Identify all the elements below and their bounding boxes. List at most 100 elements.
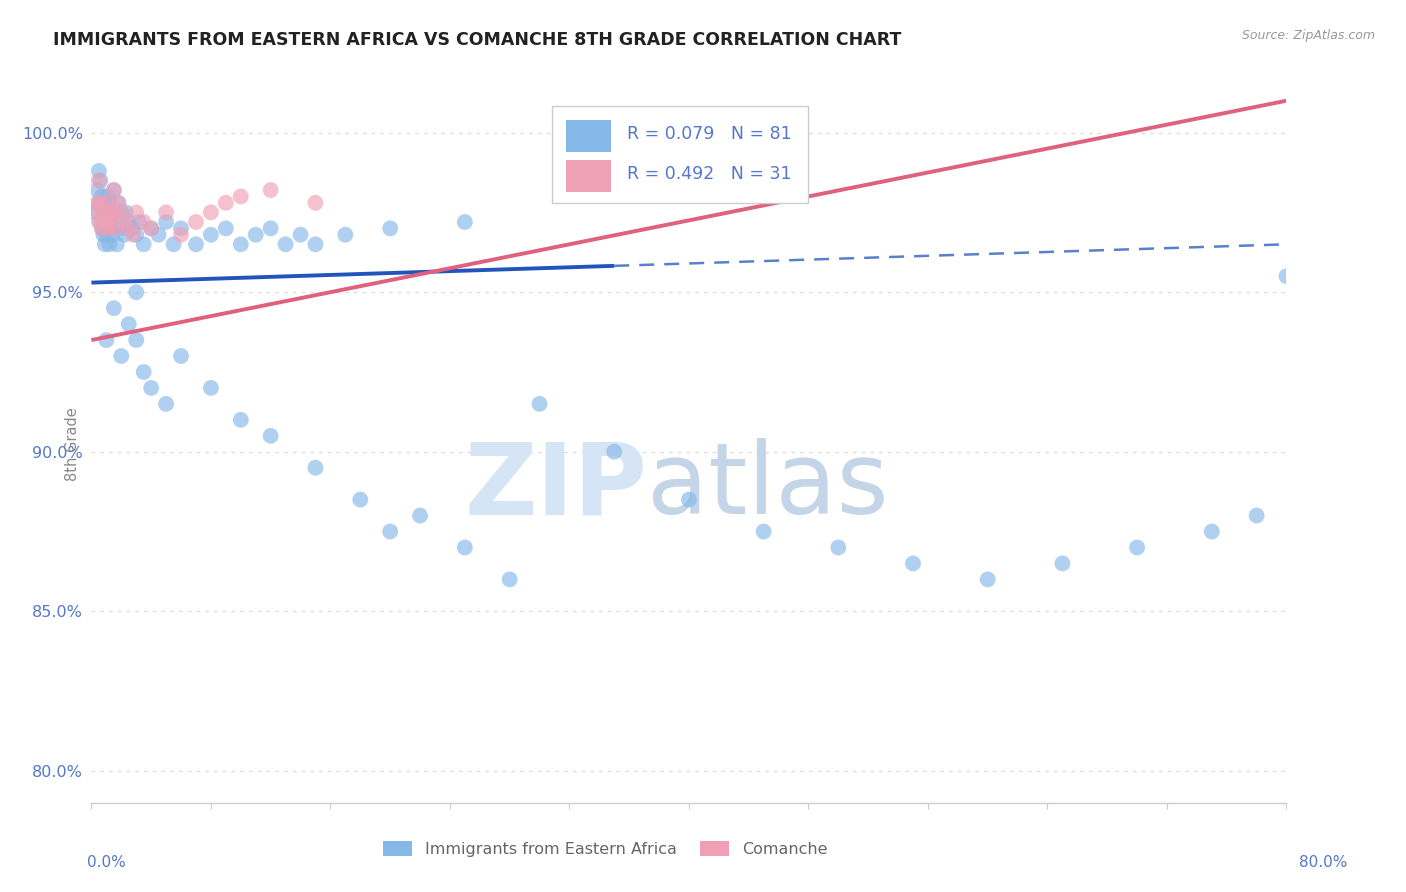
Immigrants from Eastern Africa — [229, 237, 252, 252]
Immigrants from Eastern Africa — [125, 333, 148, 347]
Y-axis label: 8th Grade: 8th Grade — [65, 407, 80, 481]
Text: IMMIGRANTS FROM EASTERN AFRICA VS COMANCHE 8TH GRADE CORRELATION CHART: IMMIGRANTS FROM EASTERN AFRICA VS COMANC… — [53, 31, 901, 49]
Immigrants from Eastern Africa — [378, 524, 402, 539]
Immigrants from Eastern Africa — [105, 237, 128, 252]
Immigrants from Eastern Africa — [125, 227, 148, 242]
Immigrants from Eastern Africa — [96, 215, 118, 229]
Comanche — [107, 195, 129, 210]
Comanche — [93, 205, 115, 219]
Immigrants from Eastern Africa — [90, 189, 112, 203]
Immigrants from Eastern Africa — [1275, 269, 1298, 284]
Comanche — [94, 215, 117, 229]
Immigrants from Eastern Africa — [108, 215, 131, 229]
Comanche — [90, 221, 112, 235]
FancyBboxPatch shape — [551, 106, 808, 203]
Immigrants from Eastern Africa — [114, 205, 136, 219]
Immigrants from Eastern Africa — [111, 221, 134, 235]
Immigrants from Eastern Africa — [90, 221, 112, 235]
Comanche — [103, 183, 125, 197]
Immigrants from Eastern Africa — [87, 164, 110, 178]
Legend: Immigrants from Eastern Africa, Comanche: Immigrants from Eastern Africa, Comanche — [377, 834, 834, 863]
Immigrants from Eastern Africa — [245, 227, 267, 242]
Comanche — [100, 215, 122, 229]
Immigrants from Eastern Africa — [827, 541, 849, 555]
Immigrants from Eastern Africa — [121, 221, 143, 235]
Comanche — [104, 221, 127, 235]
Immigrants from Eastern Africa — [155, 215, 177, 229]
Immigrants from Eastern Africa — [1126, 541, 1149, 555]
FancyBboxPatch shape — [565, 161, 612, 192]
Comanche — [215, 195, 238, 210]
Immigrants from Eastern Africa — [162, 237, 184, 252]
Immigrants from Eastern Africa — [259, 221, 281, 235]
Immigrants from Eastern Africa — [93, 195, 115, 210]
Immigrants from Eastern Africa — [1246, 508, 1268, 523]
Immigrants from Eastern Africa — [454, 215, 477, 229]
Comanche — [97, 221, 120, 235]
Immigrants from Eastern Africa — [103, 205, 125, 219]
Comanche — [170, 227, 193, 242]
Comanche — [110, 205, 132, 219]
Comanche — [200, 205, 222, 219]
Text: atlas: atlas — [647, 438, 889, 535]
Immigrants from Eastern Africa — [274, 237, 297, 252]
Immigrants from Eastern Africa — [100, 215, 122, 229]
Immigrants from Eastern Africa — [409, 508, 432, 523]
Immigrants from Eastern Africa — [1052, 557, 1074, 571]
Comanche — [98, 205, 121, 219]
Comanche — [184, 215, 207, 229]
Comanche — [87, 173, 110, 187]
Text: R = 0.079   N = 81: R = 0.079 N = 81 — [627, 125, 792, 143]
Immigrants from Eastern Africa — [678, 492, 700, 507]
Text: 80.0%: 80.0% — [1299, 855, 1347, 870]
Immigrants from Eastern Africa — [89, 173, 111, 187]
Immigrants from Eastern Africa — [378, 221, 402, 235]
Text: 0.0%: 0.0% — [87, 855, 127, 870]
Immigrants from Eastern Africa — [93, 227, 115, 242]
Immigrants from Eastern Africa — [498, 573, 520, 587]
Comanche — [259, 183, 281, 197]
Immigrants from Eastern Africa — [132, 365, 155, 379]
Immigrants from Eastern Africa — [290, 227, 312, 242]
Immigrants from Eastern Africa — [304, 237, 326, 252]
Immigrants from Eastern Africa — [454, 541, 477, 555]
Immigrants from Eastern Africa — [200, 381, 222, 395]
Comanche — [112, 215, 135, 229]
Immigrants from Eastern Africa — [128, 215, 150, 229]
Immigrants from Eastern Africa — [976, 573, 998, 587]
Immigrants from Eastern Africa — [200, 227, 222, 242]
Comanche — [103, 205, 125, 219]
Immigrants from Eastern Africa — [1201, 524, 1223, 539]
Immigrants from Eastern Africa — [184, 237, 207, 252]
Comanche — [118, 221, 141, 235]
Immigrants from Eastern Africa — [110, 205, 132, 219]
Immigrants from Eastern Africa — [94, 205, 117, 219]
FancyBboxPatch shape — [565, 120, 612, 152]
Immigrants from Eastern Africa — [603, 444, 626, 458]
Immigrants from Eastern Africa — [94, 237, 117, 252]
Immigrants from Eastern Africa — [107, 195, 129, 210]
Immigrants from Eastern Africa — [901, 557, 924, 571]
Immigrants from Eastern Africa — [229, 413, 252, 427]
Immigrants from Eastern Africa — [103, 301, 125, 315]
Immigrants from Eastern Africa — [87, 195, 110, 210]
Immigrants from Eastern Africa — [752, 524, 775, 539]
Immigrants from Eastern Africa — [110, 349, 132, 363]
Comanche — [229, 189, 252, 203]
Immigrants from Eastern Africa — [148, 227, 170, 242]
Immigrants from Eastern Africa — [96, 333, 118, 347]
Immigrants from Eastern Africa — [349, 492, 371, 507]
Immigrants from Eastern Africa — [335, 227, 357, 242]
Comanche — [125, 205, 148, 219]
Comanche — [84, 205, 107, 219]
Text: R = 0.492   N = 31: R = 0.492 N = 31 — [627, 166, 792, 184]
Comanche — [86, 195, 108, 210]
Immigrants from Eastern Africa — [103, 183, 125, 197]
Immigrants from Eastern Africa — [86, 183, 108, 197]
Immigrants from Eastern Africa — [125, 285, 148, 300]
Text: Source: ZipAtlas.com: Source: ZipAtlas.com — [1241, 29, 1375, 42]
Immigrants from Eastern Africa — [170, 221, 193, 235]
Immigrants from Eastern Africa — [141, 221, 162, 235]
Immigrants from Eastern Africa — [118, 215, 141, 229]
Comanche — [87, 215, 110, 229]
